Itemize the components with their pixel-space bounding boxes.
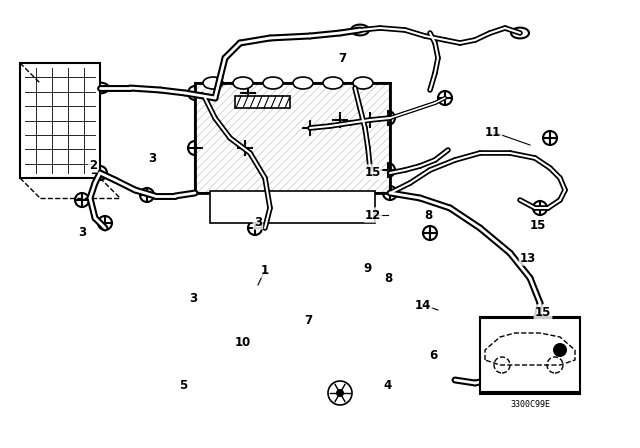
Text: 15: 15: [365, 165, 381, 178]
Text: 10: 10: [235, 336, 251, 349]
Text: 3: 3: [78, 225, 86, 238]
Text: 3: 3: [189, 292, 197, 305]
Text: 12: 12: [365, 208, 381, 221]
Text: 1: 1: [261, 263, 269, 276]
Text: 3: 3: [254, 215, 262, 228]
Ellipse shape: [323, 77, 343, 89]
Text: 15: 15: [535, 306, 551, 319]
Ellipse shape: [203, 77, 223, 89]
Text: 4: 4: [384, 379, 392, 392]
Circle shape: [336, 389, 344, 397]
Text: 7: 7: [304, 314, 312, 327]
Text: 14: 14: [415, 298, 431, 311]
Text: 7: 7: [338, 52, 346, 65]
FancyBboxPatch shape: [480, 317, 580, 392]
Ellipse shape: [353, 77, 373, 89]
Text: 6: 6: [429, 349, 437, 362]
FancyBboxPatch shape: [20, 63, 100, 178]
Text: 3: 3: [148, 151, 156, 164]
Ellipse shape: [263, 77, 283, 89]
Text: 15: 15: [530, 219, 546, 232]
FancyBboxPatch shape: [195, 83, 390, 193]
Text: 3300C99E: 3300C99E: [510, 400, 550, 409]
Text: 11: 11: [485, 125, 501, 138]
Ellipse shape: [293, 77, 313, 89]
Ellipse shape: [233, 77, 253, 89]
Text: 5: 5: [179, 379, 187, 392]
Circle shape: [553, 343, 567, 357]
FancyBboxPatch shape: [210, 191, 375, 223]
Text: 13: 13: [520, 251, 536, 264]
Text: 2: 2: [89, 159, 97, 172]
Text: 8: 8: [384, 271, 392, 284]
Text: 9: 9: [364, 262, 372, 275]
Text: 8: 8: [424, 208, 432, 221]
FancyBboxPatch shape: [235, 96, 290, 108]
